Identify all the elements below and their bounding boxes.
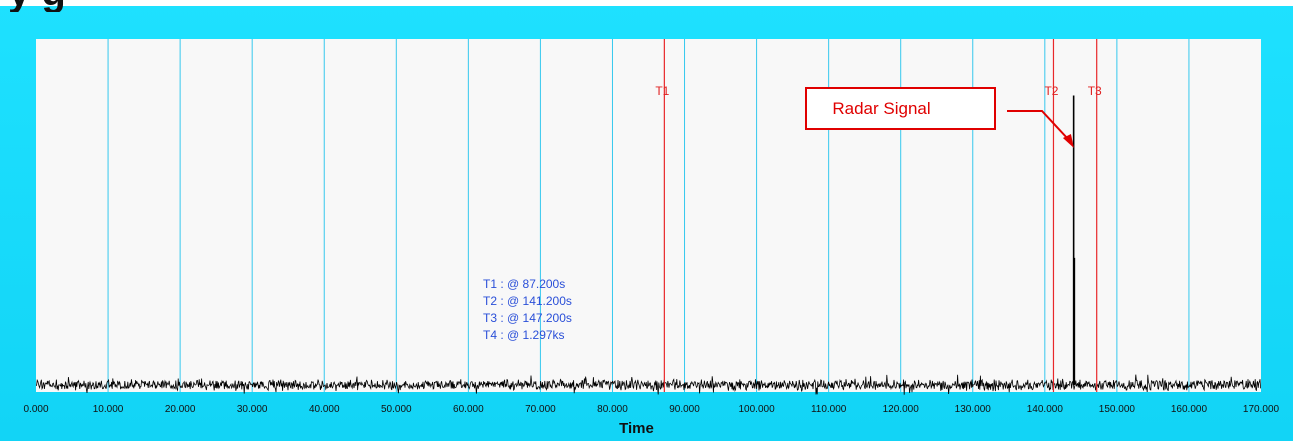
- x-tick-label: 70.000: [525, 404, 556, 415]
- cursor-label-t3: T3: [1088, 84, 1102, 98]
- x-tick-label: 80.000: [597, 404, 628, 415]
- annotation-arrow-line: [1007, 110, 1070, 141]
- x-tick-label: 30.000: [237, 404, 268, 415]
- noise-floor-trace: [36, 374, 1261, 395]
- annotation-arrow-head: [1062, 134, 1074, 148]
- x-tick-label: 170.000: [1243, 404, 1280, 415]
- x-tick-label: 110.000: [811, 404, 847, 415]
- x-tick-label: 0.000: [23, 404, 48, 415]
- plot-area: [36, 39, 1261, 392]
- cursor-label-t1: T1: [655, 84, 669, 98]
- x-tick-label: 40.000: [309, 404, 340, 415]
- x-tick-label: 130.000: [955, 404, 992, 415]
- top-strip: [0, 0, 1293, 6]
- x-axis-label: Time: [619, 420, 654, 437]
- annotation-text: Radar Signal: [832, 98, 931, 118]
- noise-floor: [36, 374, 1261, 395]
- cursor-readout: T1 : @ 87.200s: [483, 277, 565, 291]
- chart-title-fragment: y g: [0, 0, 300, 12]
- cursor-label-t2: T2: [1044, 84, 1058, 98]
- x-tick-label: 160.000: [1171, 404, 1208, 415]
- signal-trace: [1072, 95, 1076, 385]
- x-tick-label: 140.000: [1027, 404, 1064, 415]
- x-tick-label: 100.000: [739, 404, 776, 415]
- x-tick-label: 50.000: [381, 404, 412, 415]
- cursor-readout: T3 : @ 147.200s: [483, 311, 572, 325]
- x-tick-label: 10.000: [93, 404, 124, 415]
- grid-lines: [107, 39, 1190, 392]
- x-tick-label: 60.000: [453, 404, 484, 415]
- cursor-readout: T4 : @ 1.297ks: [483, 328, 565, 342]
- x-tick-label: 20.000: [165, 404, 196, 415]
- chart-title-fragment-text: y g: [8, 0, 66, 12]
- annotation-arrow: [1007, 110, 1074, 148]
- cursor-readouts: T1 : @ 87.200s T2 : @ 141.200s T3 : @ 147.…: [483, 277, 572, 342]
- x-tick-label: 90.000: [669, 404, 700, 415]
- x-tick-label: 150.000: [1099, 404, 1136, 415]
- annotation-box: Radar Signal: [805, 87, 996, 130]
- x-tick-labels: 0.000 10.000 20.000 30.000 40.000 50.000 60.00…: [23, 404, 1279, 415]
- cursors: T1 T2 T3: [655, 39, 1102, 392]
- x-tick-label: 120.000: [883, 404, 920, 415]
- cursor-readout: T2 : @ 141.200s: [483, 294, 572, 308]
